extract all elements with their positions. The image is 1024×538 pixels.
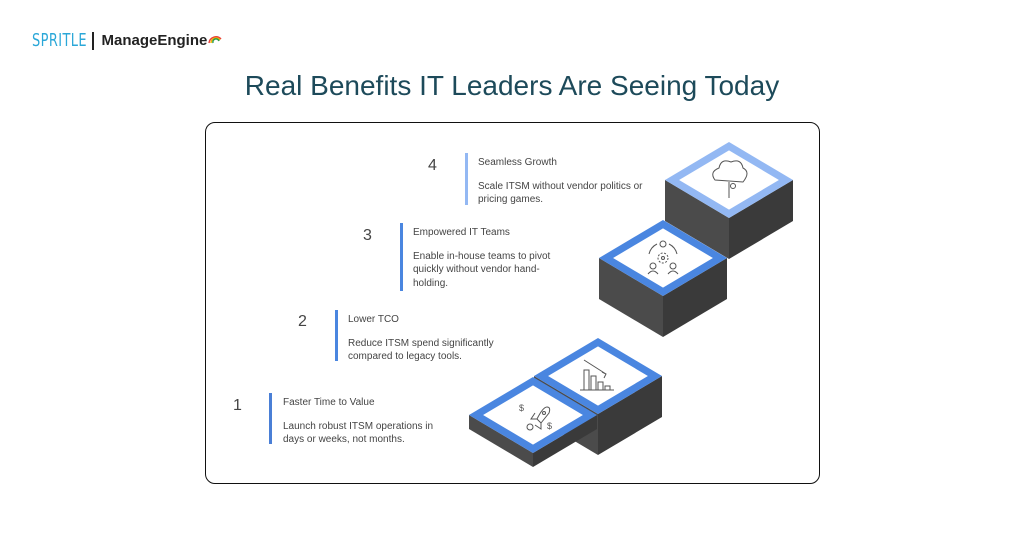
diagram-frame (205, 122, 820, 484)
step-4-description: Scale ITSM without vendor politics or pr… (478, 180, 643, 206)
step-3-top (613, 228, 713, 288)
step-4-text: Seamless Growth Scale ITSM without vendo… (478, 156, 658, 207)
step-2-text: Lower TCO Reduce ITSM spend significantl… (348, 313, 528, 364)
step-1-right-face (533, 415, 597, 467)
step-3-title: Empowered IT Teams (413, 227, 510, 238)
step-2-bar (335, 310, 338, 361)
step-1-top (483, 385, 583, 445)
step-1-number: 1 (233, 397, 242, 414)
step-4-right-face (729, 180, 793, 259)
logo: SPRITLE ManageEngine (32, 30, 223, 51)
step-1-text: Faster Time to Value Launch robust ITSM … (283, 396, 463, 447)
step-1-left-face (469, 415, 533, 467)
growing-tree-icon (712, 160, 748, 198)
step-3 (599, 220, 727, 337)
step-3-number: 3 (363, 227, 372, 244)
manageengine-logo: ManageEngine (101, 32, 208, 49)
step-4-bar (465, 153, 468, 205)
declining-chart-icon (580, 359, 614, 391)
step-3-left-face (599, 258, 663, 337)
step-2-number: 2 (298, 313, 307, 330)
rainbow-arc-icon (208, 35, 222, 43)
step-2-top (548, 346, 648, 406)
step-2-description: Reduce ITSM spend significantly compared… (348, 337, 494, 363)
step-1-bar (269, 393, 272, 444)
step-1-title: Faster Time to Value (283, 397, 375, 408)
step-4-left-face (665, 180, 729, 259)
step-1-description: Launch robust ITSM operations in days or… (283, 420, 434, 446)
step-4-title: Seamless Growth (478, 157, 557, 168)
sprite-logo: SPRITLE (32, 30, 87, 51)
svg-text:$: $ (547, 421, 552, 431)
step-3-description: Enable in-house teams to pivot quickly w… (413, 250, 551, 289)
step-3-bar (400, 223, 403, 291)
step-2-right-face (598, 376, 662, 455)
step-3-text: Empowered IT Teams Enable in-house teams… (413, 226, 593, 290)
step-4-number: 4 (428, 157, 437, 174)
page-title: Real Benefits IT Leaders Are Seeing Toda… (244, 70, 780, 101)
logo-divider (92, 31, 94, 50)
rocket-icon: $$ (519, 403, 552, 431)
svg-text:$: $ (519, 403, 524, 413)
step-1: $$ (469, 377, 597, 467)
step-4-top (679, 150, 779, 210)
team-gear-icon (647, 240, 679, 275)
step-2-title: Lower TCO (348, 314, 399, 325)
step-4 (665, 142, 793, 259)
step-3-right-face (663, 258, 727, 337)
